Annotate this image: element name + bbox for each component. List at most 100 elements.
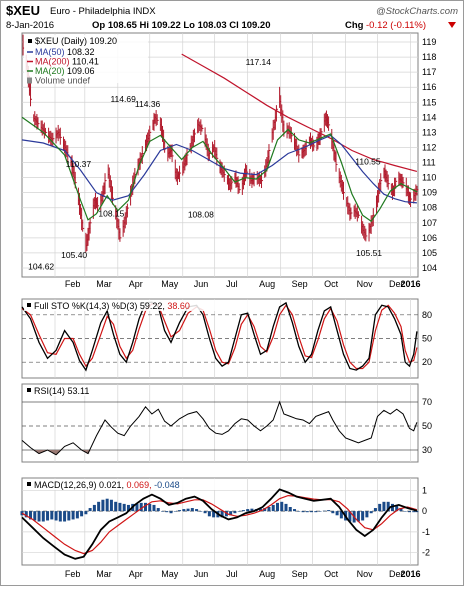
- macd-signal-line: [21, 494, 418, 555]
- macd-x-tick-label: Jun: [194, 569, 209, 579]
- macd-histogram-bar: [156, 508, 160, 512]
- macd-histogram-bar: [41, 511, 45, 522]
- macd-histogram-bar: [88, 508, 92, 512]
- macd-histogram-bar: [186, 508, 190, 512]
- price-annotation-label: 105.51: [356, 248, 382, 258]
- price-legend-box: [24, 35, 148, 83]
- macd-histogram-bar: [322, 510, 326, 512]
- macd-histogram-bar: [229, 511, 233, 516]
- stochastic-d-line: [21, 303, 418, 370]
- macd-histogram-bar: [395, 505, 399, 512]
- macd-histogram-bar: [356, 511, 360, 522]
- macd-histogram-bar: [284, 503, 288, 512]
- macd-x-tick-label: Aug: [259, 569, 275, 579]
- macd-x-tick-label: Oct: [324, 569, 339, 579]
- macd-histogram-bar: [173, 511, 177, 512]
- rsi-legend-box: [24, 385, 108, 396]
- macd-histogram-bar: [339, 511, 343, 519]
- price-annotation-label: 108.15: [98, 208, 124, 218]
- chart-panels: 104 105 106 107 108 109 110 111 112 113 114 115 116 1…: [20, 32, 437, 579]
- macd-histogram-bar: [199, 511, 203, 512]
- rsi-axis-tick-label: 30: [422, 445, 432, 455]
- macd-histogram-bar: [58, 511, 62, 522]
- macd-histogram-bar: [67, 511, 71, 521]
- price-x-tick-label: Oct: [324, 279, 339, 289]
- macd-histogram-bar: [101, 499, 105, 512]
- macd-histogram-bar: [97, 501, 101, 512]
- price-axis-tick-label: 104: [422, 263, 437, 273]
- price-axis-tick-label: 118: [422, 52, 436, 62]
- stochastic-k-line: [21, 301, 418, 372]
- macd-line: [21, 488, 418, 560]
- macd-histogram-bar: [33, 511, 37, 521]
- price-x-tick-label: Jul: [226, 279, 238, 289]
- macd-histogram-bar: [135, 503, 139, 512]
- macd-x-tick-label: May: [161, 569, 179, 579]
- macd-histogram-bar: [250, 508, 254, 512]
- price-annotation-label: 110.55: [355, 156, 381, 166]
- macd-axis-tick-label: 1: [422, 485, 427, 495]
- volume-legend-swatch: [27, 77, 32, 84]
- macd-x-tick-label: Feb: [65, 569, 81, 579]
- rsi-line: [21, 400, 418, 456]
- macd-histogram-bar: [331, 511, 335, 514]
- macd-histogram-bar: [118, 502, 122, 512]
- macd-x-tick-label: 2016: [401, 569, 421, 579]
- macd-histogram-bar: [327, 510, 331, 512]
- quote-date: 8-Jan-2016: [6, 20, 54, 31]
- price-x-tick-label: Aug: [259, 279, 275, 289]
- brand-watermark: @StockCharts.com: [376, 6, 458, 17]
- macd-histogram-bar: [165, 511, 169, 513]
- rsi-axis-tick-label: 50: [422, 421, 432, 431]
- macd-x-tick-label: Apr: [129, 569, 143, 579]
- change-value: -0.12 (-0.11%): [366, 20, 426, 31]
- rsi-axis-tick-label: 70: [422, 397, 432, 407]
- price-annotation-label: 105.40: [61, 250, 87, 260]
- macd-histogram-bar: [169, 511, 173, 514]
- price-annotation-label: 104.62: [28, 262, 54, 272]
- stochastic-axis-tick-label: 50: [422, 334, 432, 344]
- macd-histogram-bar: [373, 508, 377, 512]
- macd-histogram-bar: [207, 511, 211, 517]
- rsi-legend-swatch: [27, 388, 31, 392]
- macd-histogram-bar: [203, 511, 207, 514]
- price-x-tick-label: May: [161, 279, 179, 289]
- macd-histogram-bar: [152, 504, 156, 512]
- macd-histogram-bar: [301, 511, 305, 513]
- rsi-panel-frame: [21, 383, 419, 463]
- price-x-tick-label: Dec: [389, 279, 406, 289]
- macd-histogram-bar: [369, 511, 373, 514]
- stochastic-axis-tick-label: 20: [422, 357, 432, 367]
- macd-histogram-bar: [161, 511, 165, 512]
- macd-histogram-bar: [71, 511, 75, 520]
- macd-legend: MACD(12,26,9) 0.021, 0.069, -0.048: [34, 480, 180, 490]
- macd-histogram-bar: [24, 511, 28, 518]
- macd-histogram-bar: [29, 511, 33, 520]
- change-label: Chg: [345, 20, 364, 31]
- macd-histogram-bar: [390, 503, 394, 512]
- macd-histogram-bar: [318, 511, 322, 512]
- ma200-line: [181, 53, 418, 172]
- price-annotation-label: 108.08: [188, 210, 214, 220]
- price-x-tick-label: Jun: [194, 279, 209, 289]
- instrument-name: Euro - Philadelphia INDX: [50, 6, 156, 17]
- price-annotation-label: 110.37: [66, 159, 92, 169]
- macd-histogram-bar: [237, 511, 241, 512]
- macd-histogram-bar: [267, 507, 271, 512]
- stochastic-legend-swatch: [27, 303, 31, 307]
- macd-histogram-bar: [46, 511, 50, 521]
- macd-histogram-bar: [114, 501, 118, 512]
- macd-histogram-bar: [37, 511, 41, 522]
- macd-histogram-bar: [263, 508, 267, 512]
- macd-legend-swatch: [27, 482, 31, 486]
- macd-histogram-bar: [399, 508, 403, 512]
- macd-histogram-bar: [122, 503, 126, 512]
- macd-histogram-bar: [233, 511, 237, 514]
- macd-histogram-bar: [275, 502, 279, 512]
- macd-histogram-bar: [246, 509, 250, 512]
- price-x-tick-label: Feb: [65, 279, 81, 289]
- stochastic-legend: Full STO %K(14,3) %D(3) 59.22, 38.60: [34, 301, 190, 311]
- price-legend-series: MA(20) 109.06: [35, 66, 95, 76]
- macd-histogram-bar: [361, 511, 365, 521]
- macd-histogram-bar: [63, 511, 67, 522]
